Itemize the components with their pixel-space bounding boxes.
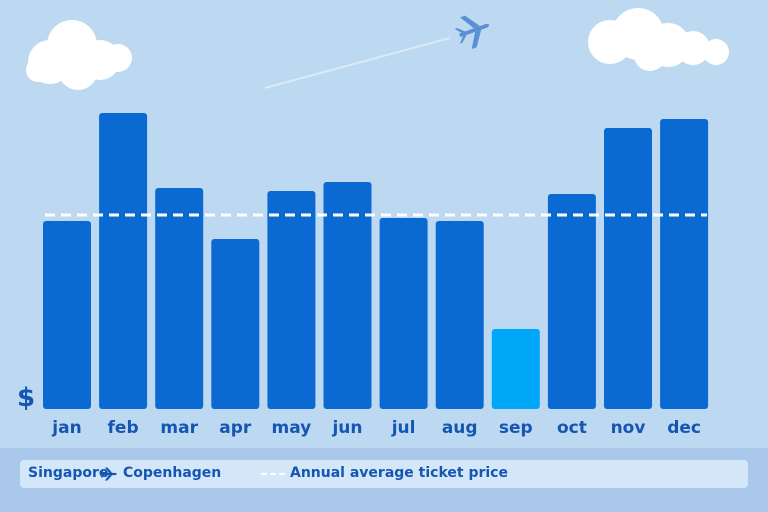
bar-mar [155, 188, 204, 409]
legend-origin: Singapore [28, 465, 109, 481]
x-tick-label-apr: apr [219, 418, 252, 438]
legend-destination: Copenhagen [123, 465, 222, 481]
x-tick-label-jul: jul [391, 418, 416, 438]
airplane-icon [454, 15, 490, 50]
bar-jul [379, 218, 428, 409]
x-tick-label-may: may [272, 418, 312, 438]
bar-apr [211, 239, 260, 409]
bar-feb [99, 113, 148, 409]
bar-nov [604, 128, 652, 409]
bar-aug [435, 221, 484, 409]
cloud-icon-right [588, 8, 729, 71]
x-tick-label-feb: feb [108, 418, 139, 438]
x-tick-label-sep: sep [499, 418, 533, 438]
cloud-icon-left [26, 20, 132, 90]
bar-oct [547, 194, 596, 409]
y-axis-dollar-label: $ [17, 383, 35, 413]
airplane-icon [100, 467, 117, 481]
bar-jan [43, 221, 91, 409]
bar-may [267, 191, 316, 409]
x-tick-label-mar: mar [160, 418, 198, 438]
x-tick-label-dec: dec [667, 418, 701, 438]
x-tick-label-jan: jan [51, 418, 81, 438]
contrail [264, 37, 451, 89]
x-tick-label-nov: nov [611, 418, 646, 438]
legend-average-label: Annual average ticket price [290, 465, 508, 481]
legend: Singapore Copenhagen Annual average tick… [20, 460, 748, 488]
bar-sep [491, 329, 540, 409]
x-tick-label-aug: aug [442, 418, 478, 438]
legend-average-swatch [261, 473, 285, 475]
bar-jun [323, 182, 372, 409]
bar-dec [660, 119, 709, 409]
x-tick-label-oct: oct [557, 418, 587, 438]
x-tick-label-jun: jun [331, 418, 362, 438]
